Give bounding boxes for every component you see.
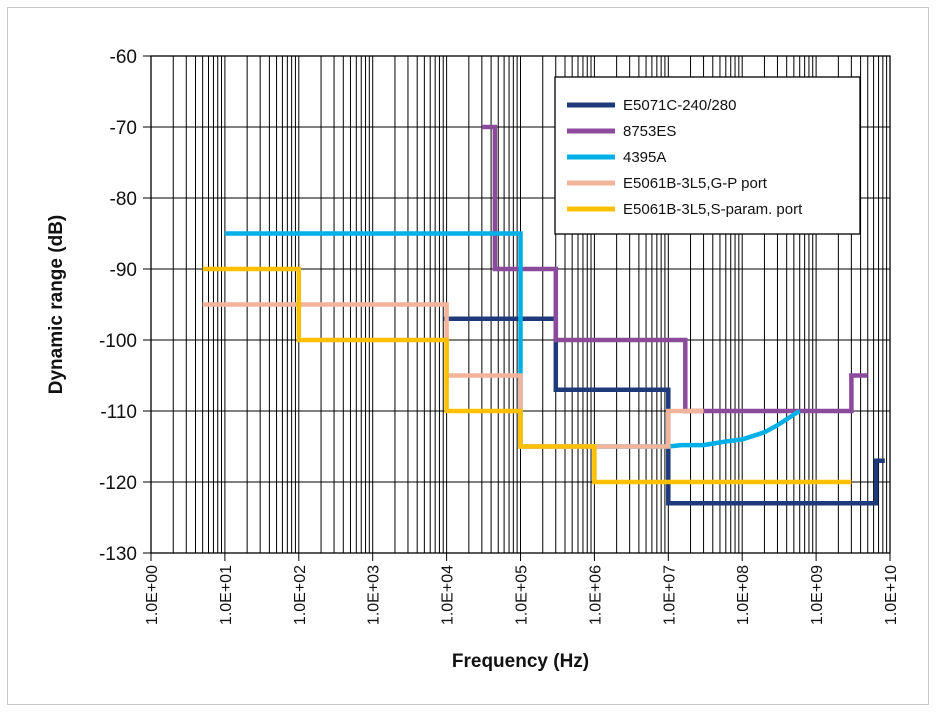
- legend-label: 8753ES: [623, 123, 676, 140]
- legend: E5071C-240/280 8753ES 4395A E5061B-3L5,G-P …: [554, 76, 861, 235]
- legend-label: E5061B-3L5,G-P port: [623, 175, 768, 192]
- x-axis-title: Frequency (Hz): [452, 651, 589, 672]
- series-lines: [202, 124, 885, 506]
- y-tick-label: -70: [110, 118, 137, 139]
- x-axis-ticks: 1.0E+00 1.0E+01 1.0E+02 1.0E+03 1.0E+04 1.0E+…: [144, 553, 900, 625]
- x-tick-label: 1.0E+02: [292, 565, 309, 625]
- x-tick-label: 1.0E+01: [218, 565, 235, 625]
- legend-label: 4395A: [623, 149, 666, 166]
- y-tick-label: -100: [99, 331, 137, 352]
- y-axis-ticks: -60 -70 -80 -90 -100 -110 -120 -130: [99, 47, 151, 565]
- x-tick-label: 1.0E+00: [144, 565, 161, 625]
- y-tick-label: -90: [110, 260, 137, 281]
- series-line-5: [202, 266, 852, 485]
- series-line-4: [202, 302, 704, 449]
- y-tick-label: -80: [110, 189, 137, 210]
- x-tick-label: 1.0E+03: [366, 565, 383, 625]
- y-tick-label: -110: [100, 402, 137, 423]
- x-tick-label: 1.0E+10: [883, 565, 900, 625]
- y-axis-title: Dynamic range (dB): [46, 215, 67, 394]
- series-line-2: [481, 124, 868, 414]
- legend-label: E5061B-3L5,S-param. port: [623, 201, 803, 218]
- x-tick-label: 1.0E+07: [661, 565, 678, 625]
- y-tick-label: -120: [99, 473, 137, 494]
- legend-label: E5071C-240/280: [623, 97, 736, 114]
- y-tick-label: -60: [110, 47, 137, 68]
- x-tick-label: 1.0E+08: [735, 565, 752, 625]
- y-tick-label: -130: [99, 544, 137, 565]
- x-tick-label: 1.0E+06: [587, 565, 604, 625]
- x-tick-label: 1.0E+04: [440, 565, 457, 625]
- x-tick-label: 1.0E+05: [514, 565, 531, 625]
- x-tick-label: 1.0E+09: [809, 565, 826, 625]
